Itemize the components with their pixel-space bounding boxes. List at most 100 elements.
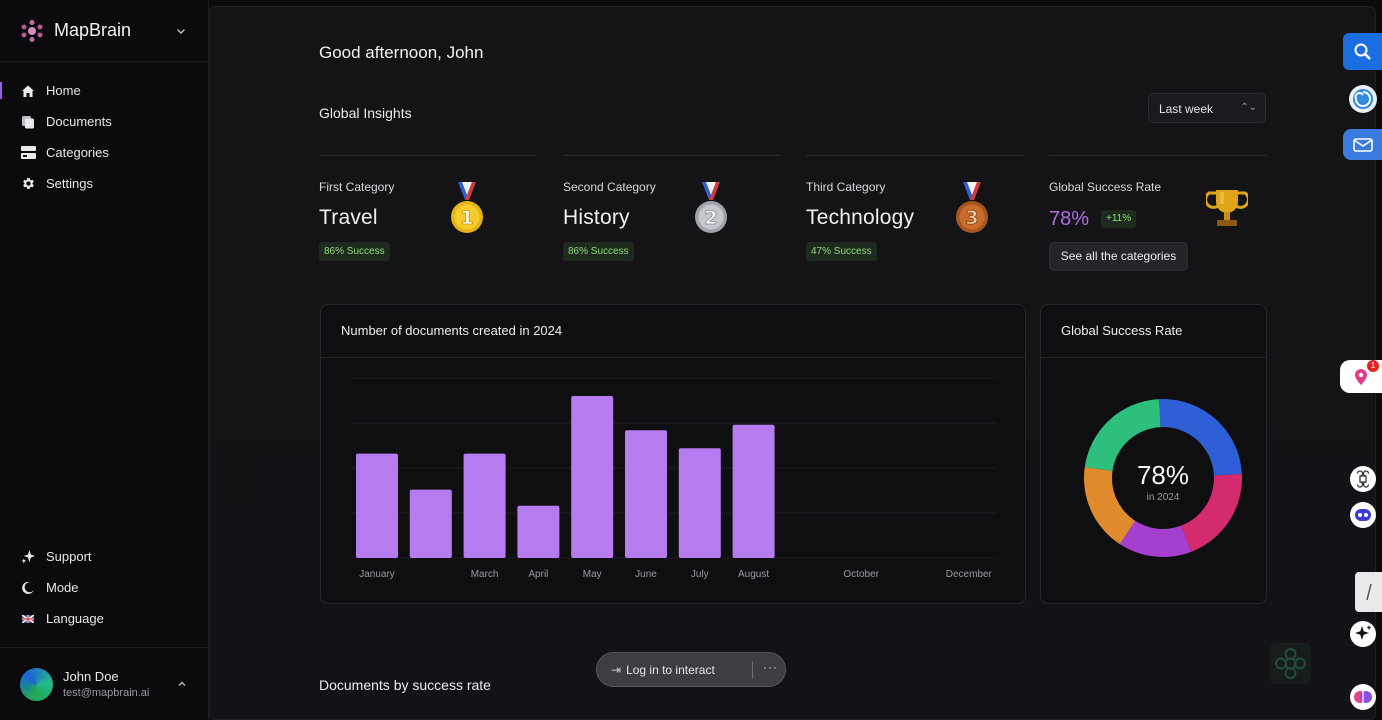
- ai-sparkle-icon: [1349, 621, 1376, 647]
- user-info: John Doe test@mapbrain.ai: [63, 669, 176, 699]
- mapbrain-logo-icon: [21, 19, 43, 42]
- divider: [752, 661, 753, 679]
- mail-icon: [1352, 137, 1373, 152]
- category-value: History: [563, 206, 630, 229]
- login-label: Log in to interact: [626, 662, 715, 677]
- global-success-value: 78%: [1049, 208, 1090, 230]
- extension-pin-button[interactable]: 1: [1340, 360, 1382, 393]
- bar-april[interactable]: [517, 505, 560, 558]
- donut-slice-1[interactable]: [1159, 399, 1242, 476]
- gold-medal-icon: 1: [451, 182, 483, 233]
- see-all-categories-button[interactable]: See all the categories: [1049, 242, 1188, 271]
- sidebar-item-home[interactable]: Home: [0, 75, 208, 106]
- success-badge: 47% Success: [806, 242, 877, 261]
- user-menu[interactable]: John Doe test@mapbrain.ai: [0, 647, 208, 720]
- select-arrows-icon: ⌃⌄: [1240, 102, 1257, 113]
- sidebar-item-label: Categories: [46, 145, 109, 160]
- chevron-down-icon[interactable]: [174, 24, 188, 38]
- extension-side-tab[interactable]: [1355, 572, 1382, 612]
- medal-rank: 2: [704, 207, 717, 229]
- search-extension-button[interactable]: [1343, 33, 1382, 70]
- documents-icon: [20, 114, 36, 130]
- flower-icon: [1275, 648, 1306, 679]
- bar-may[interactable]: [571, 396, 614, 558]
- bar-august[interactable]: [732, 424, 775, 558]
- extension-spiral-button[interactable]: [1343, 80, 1382, 117]
- donut-slice-2[interactable]: [1181, 474, 1242, 552]
- brand[interactable]: MapBrain: [0, 0, 208, 62]
- first-category-card: First Category Travel 86% Success 1: [319, 155, 537, 273]
- documents-by-success-title: Documents by success rate: [319, 677, 491, 693]
- notification-badge: 1: [1367, 360, 1379, 372]
- spiral-icon: [1348, 84, 1377, 113]
- sidebar-item-support[interactable]: Support: [0, 541, 208, 572]
- sidebar-item-language[interactable]: Language: [0, 603, 208, 634]
- success-badge: 86% Success: [563, 242, 634, 261]
- bar-january[interactable]: [356, 453, 398, 558]
- x-tick-label: August: [738, 569, 769, 580]
- card-divider: [1041, 357, 1266, 358]
- user-name: John Doe: [63, 669, 119, 684]
- floating-brand-icon[interactable]: [1270, 643, 1311, 684]
- delta-badge: +11%: [1101, 210, 1137, 228]
- sidebar-item-label: Documents: [46, 114, 112, 129]
- categories-icon: [20, 145, 36, 161]
- sidebar-item-mode[interactable]: Mode: [0, 572, 208, 603]
- moon-icon: [20, 580, 36, 596]
- global-success-donut-card: Global Success Rate 78% in 2024: [1040, 304, 1267, 604]
- login-to-interact-bar[interactable]: ⇥ Log in to interact ···: [596, 652, 786, 687]
- bar-february[interactable]: [409, 489, 452, 558]
- global-success-card: Global Success Rate 78% +11% See all the…: [1049, 155, 1267, 273]
- x-tick-label: April: [528, 569, 548, 580]
- x-tick-label: January: [359, 569, 395, 580]
- donut-slice-5[interactable]: [1084, 399, 1161, 471]
- chevron-up-icon[interactable]: [176, 678, 188, 690]
- sidebar-item-settings[interactable]: Settings: [0, 168, 208, 199]
- sidebar-item-label: Support: [46, 549, 92, 564]
- extension-command-button[interactable]: [1343, 464, 1382, 494]
- category-value: Technology: [806, 206, 915, 229]
- silver-medal-icon: 2: [695, 182, 727, 233]
- sidebar-item-label: Language: [46, 611, 104, 626]
- donut-slice-3[interactable]: [1119, 520, 1192, 557]
- extension-brain-button[interactable]: [1343, 682, 1382, 712]
- extension-sparkle-button[interactable]: [1343, 619, 1382, 649]
- donut-slice-4[interactable]: [1084, 467, 1136, 545]
- sidebar-item-categories[interactable]: Categories: [0, 137, 208, 168]
- global-success-label: Global Success Rate: [1049, 180, 1162, 194]
- medal-rank: 1: [460, 207, 473, 229]
- bar-june[interactable]: [625, 430, 667, 558]
- extension-mail-button[interactable]: [1343, 129, 1382, 160]
- insights-title: Global Insights: [319, 105, 412, 121]
- sidebar: MapBrain Home Documents Categories Setti…: [0, 0, 209, 720]
- x-tick-label: October: [843, 569, 879, 580]
- period-select[interactable]: Last week ⌃⌄: [1148, 93, 1266, 123]
- donut-center-value: 78%: [1137, 460, 1189, 490]
- command-icon: [1349, 466, 1376, 492]
- x-tick-label: December: [946, 569, 993, 580]
- second-category-card: Second Category History 86% Success 2: [563, 155, 781, 273]
- extension-robot-button[interactable]: [1343, 500, 1382, 530]
- main-nav: Home Documents Categories Settings: [0, 62, 208, 199]
- bar-chart-title: Number of documents created in 2024: [341, 323, 563, 338]
- third-category-card: Third Category Technology 47% Success 3: [806, 155, 1024, 273]
- page-title: Good afternoon, John: [319, 43, 484, 62]
- robot-icon: [1349, 502, 1376, 528]
- category-label: Second Category: [563, 180, 656, 194]
- medal-rank: 3: [965, 207, 978, 229]
- pen-icon: [1365, 583, 1372, 601]
- bar-july[interactable]: [678, 448, 721, 558]
- x-tick-label: March: [471, 569, 499, 580]
- card-divider: [321, 357, 1025, 358]
- donut-chart: 78% in 2024: [1084, 399, 1242, 557]
- documents-bar-chart-card: Number of documents created in 2024 Janu…: [320, 304, 1026, 604]
- secondary-nav: Support Mode Language: [0, 541, 208, 634]
- category-label: First Category: [319, 180, 395, 194]
- sidebar-item-documents[interactable]: Documents: [0, 106, 208, 137]
- gear-icon: [20, 176, 36, 192]
- more-options-button[interactable]: ···: [763, 660, 778, 674]
- map-pin-icon: [1355, 368, 1367, 385]
- bar-march[interactable]: [463, 453, 506, 558]
- bronze-medal-icon: 3: [956, 182, 988, 233]
- donut-center-label: in 2024: [1147, 492, 1180, 503]
